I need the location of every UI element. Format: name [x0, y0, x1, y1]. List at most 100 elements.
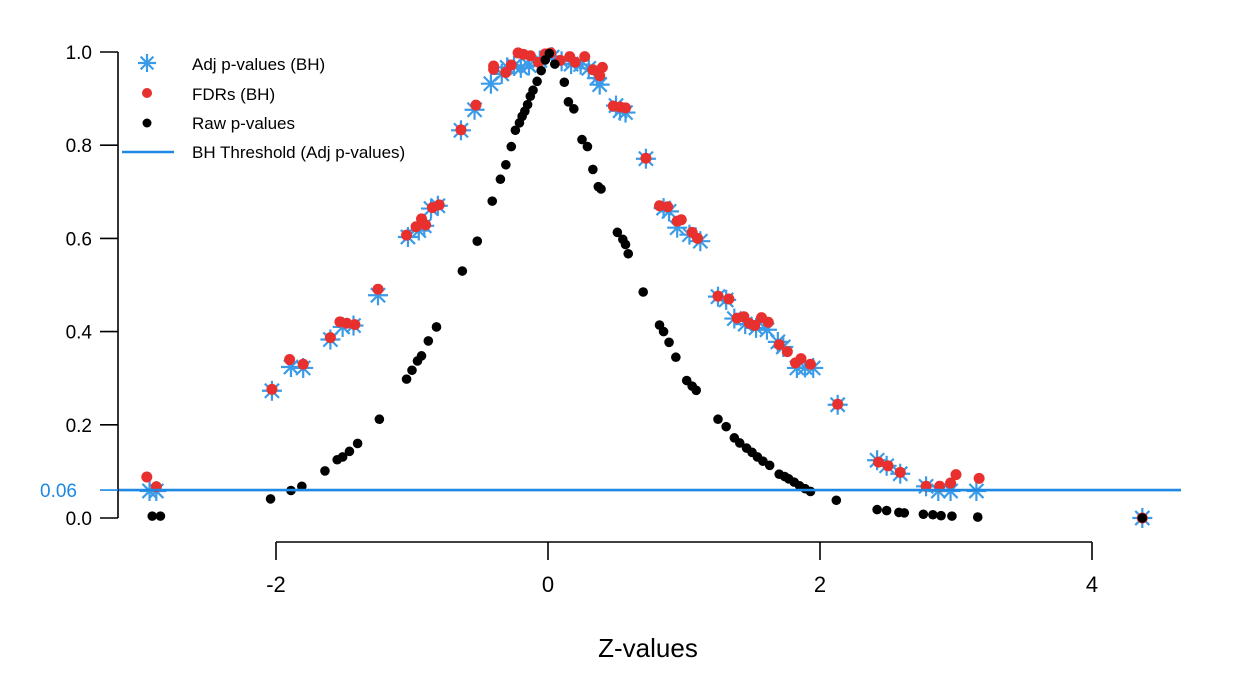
- fdr-point: [349, 319, 361, 331]
- data-marks: [118, 47, 1181, 528]
- y-tick-label: 0.6: [66, 229, 92, 250]
- fdr-point: [882, 460, 894, 472]
- fdr-point: [596, 61, 608, 73]
- raw-p-point: [664, 337, 674, 348]
- raw-p-point: [713, 414, 723, 425]
- fdr-point: [654, 200, 666, 212]
- legend-marker-black-dot: [142, 118, 152, 128]
- fdr-point: [945, 477, 957, 489]
- fdr-point: [470, 99, 482, 111]
- raw-p-point: [620, 239, 631, 250]
- fdr-point: [749, 320, 761, 332]
- y-tick-label: 0.4: [66, 323, 93, 344]
- fdr-point: [723, 293, 735, 305]
- raw-p-point: [401, 374, 412, 384]
- fdr-point: [795, 353, 807, 365]
- fdr-point: [433, 199, 445, 211]
- raw-p-point: [528, 85, 538, 96]
- x-tick-label: 0: [542, 572, 554, 597]
- legend-entry-fdr: FDRs (BH): [142, 85, 275, 104]
- legend-entry-adj-p: Adj p-values (BH): [138, 54, 325, 74]
- raw-p-point: [972, 512, 983, 522]
- raw-p-point: [596, 184, 606, 194]
- x-tick-label: 4: [1086, 572, 1098, 597]
- fdr-point: [640, 152, 652, 164]
- raw-p-point: [472, 236, 483, 246]
- fdr-point: [804, 358, 816, 370]
- raw-p-point: [582, 141, 593, 152]
- x-tick-label: -2: [266, 572, 286, 597]
- raw-p-point: [320, 466, 330, 476]
- fdr-point: [973, 472, 985, 484]
- y-tick-label: 0.0: [66, 509, 92, 530]
- raw-p-point: [721, 421, 731, 432]
- raw-p-point: [928, 509, 938, 520]
- raw-p-point: [671, 352, 681, 363]
- raw-p-point: [155, 511, 166, 521]
- raw-p-point: [374, 414, 385, 425]
- raw-p-point: [612, 227, 623, 238]
- raw-p-point: [506, 141, 517, 152]
- y-tick-label: 0.2: [66, 416, 92, 437]
- raw-p-point: [407, 365, 417, 376]
- raw-p-point: [352, 438, 363, 449]
- y-tick-label: 0.8: [66, 136, 92, 157]
- raw-p-point: [522, 99, 533, 110]
- x-axis-label: Z-values: [598, 633, 698, 663]
- fdr-point: [341, 317, 353, 329]
- raw-p-point: [344, 446, 355, 457]
- fdr-point: [266, 383, 278, 395]
- raw-p-point: [559, 77, 570, 88]
- fdr-point: [662, 201, 674, 213]
- fdr-point: [324, 332, 336, 344]
- x-tick-label: 2: [814, 572, 826, 597]
- raw-p-point: [532, 76, 542, 87]
- raw-p-point: [936, 510, 946, 521]
- legend-entry-threshold: BH Threshold (Adj p-values): [122, 143, 405, 162]
- raw-p-point: [947, 511, 957, 521]
- y-tick-label: 1.0: [66, 43, 92, 64]
- fdr-point: [401, 229, 413, 241]
- raw-p-point: [487, 196, 498, 206]
- fdr-point: [579, 51, 591, 63]
- raw-p-point: [265, 494, 276, 504]
- fdr-point: [297, 358, 309, 370]
- fdr-point: [675, 214, 687, 226]
- raw-p-point: [764, 460, 775, 471]
- fdr-point: [692, 232, 704, 244]
- raw-p-point: [658, 326, 669, 337]
- raw-p-point: [577, 134, 587, 145]
- legend-marker-asterisk: [138, 54, 156, 72]
- raw-p-point: [918, 509, 929, 520]
- fdr-point: [872, 456, 884, 468]
- adj-p-point: [480, 73, 501, 94]
- raw-p-point: [872, 504, 882, 515]
- raw-p-point: [734, 438, 745, 448]
- raw-p-point: [501, 159, 511, 170]
- raw-p-point: [431, 322, 442, 332]
- fdr-point: [620, 102, 632, 114]
- legend-label-adj-p: Adj p-values (BH): [192, 55, 325, 74]
- raw-p-point: [569, 104, 579, 114]
- raw-p-point: [638, 287, 648, 297]
- fdr-point: [524, 50, 536, 62]
- fdr-point: [762, 316, 774, 328]
- fdr-point: [372, 283, 384, 295]
- raw-p-point: [423, 336, 434, 346]
- threshold-tick-label: 0.06: [40, 481, 77, 502]
- raw-p-point: [337, 452, 348, 462]
- legend-asterisk-glyph: [138, 54, 156, 72]
- raw-p-point: [563, 97, 574, 107]
- legend-label-fdr: FDRs (BH): [192, 85, 275, 104]
- fdr-point: [420, 219, 432, 231]
- raw-p-point: [881, 505, 892, 516]
- legend-marker-red-dot: [142, 88, 152, 98]
- raw-p-point: [457, 266, 468, 276]
- raw-p-point: [899, 508, 910, 518]
- raw-p-point: [416, 351, 427, 361]
- raw-p-point: [623, 248, 634, 259]
- raw-p-point: [297, 481, 307, 492]
- raw-p-point: [544, 48, 555, 59]
- legend-label-raw: Raw p-values: [192, 114, 295, 133]
